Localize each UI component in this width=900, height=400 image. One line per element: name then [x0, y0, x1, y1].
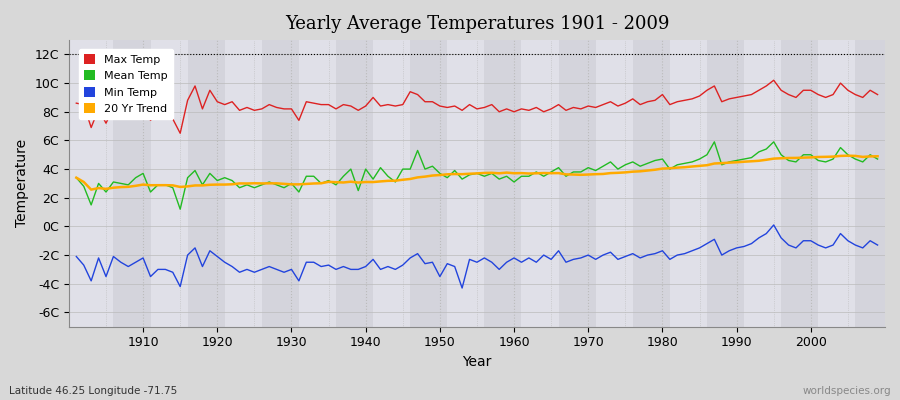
- Bar: [559, 40, 596, 327]
- Bar: [187, 40, 225, 327]
- Bar: [113, 40, 150, 327]
- Bar: [447, 40, 484, 327]
- X-axis label: Year: Year: [463, 355, 491, 369]
- Bar: [818, 40, 855, 327]
- Bar: [744, 40, 781, 327]
- Bar: [521, 40, 559, 327]
- Bar: [855, 40, 893, 327]
- Text: Latitude 46.25 Longitude -71.75: Latitude 46.25 Longitude -71.75: [9, 386, 177, 396]
- Bar: [374, 40, 410, 327]
- Y-axis label: Temperature: Temperature: [15, 139, 29, 228]
- Bar: [596, 40, 633, 327]
- Bar: [410, 40, 447, 327]
- Bar: [150, 40, 187, 327]
- Bar: [299, 40, 336, 327]
- Bar: [76, 40, 113, 327]
- Bar: [706, 40, 744, 327]
- Legend: Max Temp, Mean Temp, Min Temp, 20 Yr Trend: Max Temp, Mean Temp, Min Temp, 20 Yr Tre…: [78, 48, 174, 120]
- Text: worldspecies.org: worldspecies.org: [803, 386, 891, 396]
- Bar: [484, 40, 521, 327]
- Bar: [225, 40, 262, 327]
- Title: Yearly Average Temperatures 1901 - 2009: Yearly Average Temperatures 1901 - 2009: [284, 15, 670, 33]
- Bar: [670, 40, 706, 327]
- Bar: [781, 40, 818, 327]
- Bar: [336, 40, 374, 327]
- Bar: [633, 40, 670, 327]
- Bar: [262, 40, 299, 327]
